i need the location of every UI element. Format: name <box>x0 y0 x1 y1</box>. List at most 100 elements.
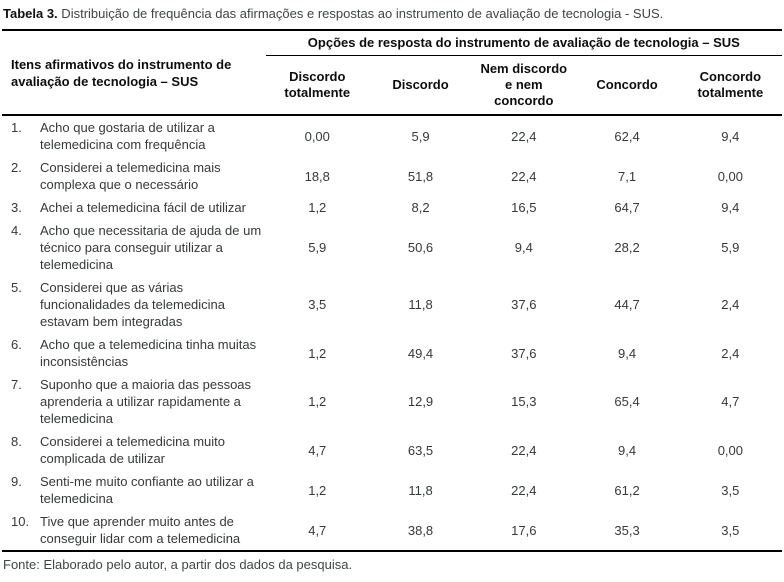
item-text: Senti-me muito confiante ao utilizar a t… <box>40 474 254 506</box>
item-cell: 10. Tive que aprender muito antes de con… <box>2 510 266 551</box>
item-inner: 3. Achei a telemedicina fácil de utiliza… <box>11 199 262 216</box>
value-cell: 2,4 <box>721 345 740 361</box>
value-cell: 22,4 <box>511 442 537 458</box>
table-caption-text: Distribuição de frequência das afirmaçõe… <box>57 6 664 21</box>
item-text: Considerei a telemedicina mais complexa … <box>40 160 221 192</box>
value-cell: 0,00 <box>717 442 743 458</box>
value-cell: 22,4 <box>511 128 537 144</box>
table-row: 9. Senti-me muito confiante ao utilizar … <box>2 470 782 510</box>
row-number: 4. <box>11 223 22 238</box>
value-cell: 37,6 <box>511 297 537 312</box>
item-cell: 6. Acho que a telemedicina tinha muitas … <box>2 333 266 373</box>
item-text: Considerei a telemedicina muito complica… <box>40 434 225 466</box>
items-column-header: Itens afirmativos do instrumento de aval… <box>11 56 232 89</box>
item-inner: 8. Considerei a telemedicina muito compl… <box>11 433 262 467</box>
item-text: Acho que gostaria de utilizar a telemedi… <box>40 120 215 152</box>
value-cell: 9,4 <box>721 200 740 215</box>
value-cell: 5,9 <box>308 240 327 255</box>
value-cell: 4,7 <box>308 442 327 458</box>
value-cell: 2,4 <box>721 297 740 312</box>
value-cell: 1,2 <box>308 345 327 361</box>
value-cell: 15,3 <box>511 394 537 409</box>
table-header: Itens afirmativos do instrumento de aval… <box>2 30 782 115</box>
value-cell: 9,4 <box>514 240 533 255</box>
frequency-table: Itens afirmativos do instrumento de aval… <box>2 29 782 552</box>
item-inner: 6. Acho que a telemedicina tinha muitas … <box>11 336 262 370</box>
value-cell: 49,4 <box>407 345 434 361</box>
source-note: Fonte: Elaborado pelo autor, a partir do… <box>3 557 353 572</box>
column-header-concordo-totalmente: Concordo totalmente <box>697 69 764 100</box>
value-cell: 28,2 <box>614 240 640 255</box>
item-cell: 3. Achei a telemedicina fácil de utiliza… <box>2 196 266 219</box>
item-inner: 9. Senti-me muito confiante ao utilizar … <box>11 473 262 507</box>
item-inner: 1. Acho que gostaria de utilizar a telem… <box>11 119 262 153</box>
row-number: 9. <box>11 474 22 489</box>
item-text: Tive que aprender muito antes de consegu… <box>40 514 241 546</box>
value-cell: 51,8 <box>407 168 434 184</box>
value-cell: 4,7 <box>721 394 740 409</box>
value-cell: 18,8 <box>304 168 330 184</box>
table-row: 4. Acho que necessitaria de ajuda de um … <box>2 219 782 276</box>
item-inner: 10. Tive que aprender muito antes de con… <box>11 513 262 547</box>
value-cell: 9,4 <box>618 442 637 458</box>
table-row: 10. Tive que aprender muito antes de con… <box>2 510 782 551</box>
value-cell: 11,8 <box>408 297 433 312</box>
value-cell: 17,6 <box>511 522 537 538</box>
row-number: 10. <box>11 514 30 529</box>
table-row: 7. Suponho que a maioria das pessoas apr… <box>2 373 782 430</box>
value-cell: 64,7 <box>614 200 640 215</box>
item-text: Acho que necessitaria de ajuda de um téc… <box>40 223 262 272</box>
value-cell: 37,6 <box>511 345 537 361</box>
options-group-header: Opções de resposta do instrumento de ava… <box>265 30 782 56</box>
table-row: 5. Considerei que as várias funcionalida… <box>2 276 782 333</box>
table-body: 1. Acho que gostaria de utilizar a telem… <box>2 115 782 551</box>
item-cell: 2. Considerei a telemedicina mais comple… <box>2 156 266 196</box>
value-cell: 1,2 <box>308 394 327 409</box>
value-cell: 7,1 <box>618 168 637 184</box>
item-text: Suponho que a maioria das pessoas aprend… <box>40 377 252 426</box>
column-header-nem-discordo: Nem discordo e nem concordo <box>480 61 568 108</box>
column-header-discordo-totalmente: Discordo totalmente <box>284 69 351 100</box>
value-cell: 44,7 <box>614 297 640 312</box>
item-cell: 5. Considerei que as várias funcionalida… <box>2 276 266 333</box>
table-caption: Tabela 3. Distribuição de frequência das… <box>3 5 782 22</box>
value-cell: 35,3 <box>614 522 640 538</box>
item-text: Achei a telemedicina fácil de utilizar <box>40 200 246 215</box>
value-cell: 38,8 <box>407 522 434 538</box>
value-cell: 4,7 <box>308 522 327 538</box>
value-cell: 22,4 <box>511 168 537 184</box>
row-number: 8. <box>11 434 22 449</box>
table-row: 1. Acho que gostaria de utilizar a telem… <box>2 115 782 156</box>
value-cell: 11,8 <box>408 482 433 498</box>
value-cell: 16,5 <box>511 200 537 215</box>
row-number: 2. <box>11 160 22 175</box>
table-row: 2. Considerei a telemedicina mais comple… <box>2 156 782 196</box>
value-cell: 22,4 <box>511 482 537 498</box>
value-cell: 3,5 <box>721 522 740 538</box>
item-cell: 9. Senti-me muito confiante ao utilizar … <box>2 470 266 510</box>
value-cell: 5,9 <box>721 240 740 255</box>
value-cell: 8,2 <box>411 200 430 215</box>
table-row: 6. Acho que a telemedicina tinha muitas … <box>2 333 782 373</box>
table-row: 3. Achei a telemedicina fácil de utiliza… <box>2 196 782 219</box>
row-number: 1. <box>11 120 22 135</box>
column-header-discordo: Discordo <box>392 77 449 92</box>
row-number: 3. <box>11 200 22 215</box>
item-cell: 1. Acho que gostaria de utilizar a telem… <box>2 115 266 156</box>
item-inner: 7. Suponho que a maioria das pessoas apr… <box>11 376 262 427</box>
row-number: 5. <box>11 280 22 295</box>
row-number: 7. <box>11 377 22 392</box>
value-cell: 0,00 <box>304 128 330 144</box>
item-cell: 7. Suponho que a maioria das pessoas apr… <box>2 373 266 430</box>
value-cell: 50,6 <box>407 240 434 255</box>
value-cell: 1,2 <box>308 200 327 215</box>
item-inner: 2. Considerei a telemedicina mais comple… <box>11 159 262 193</box>
column-header-concordo: Concordo <box>596 77 658 92</box>
table-row: 8. Considerei a telemedicina muito compl… <box>2 430 782 470</box>
value-cell: 65,4 <box>614 394 640 409</box>
value-cell: 12,9 <box>407 394 434 409</box>
value-cell: 1,2 <box>308 482 327 498</box>
value-cell: 3,5 <box>721 482 740 498</box>
value-cell: 5,9 <box>411 128 430 144</box>
